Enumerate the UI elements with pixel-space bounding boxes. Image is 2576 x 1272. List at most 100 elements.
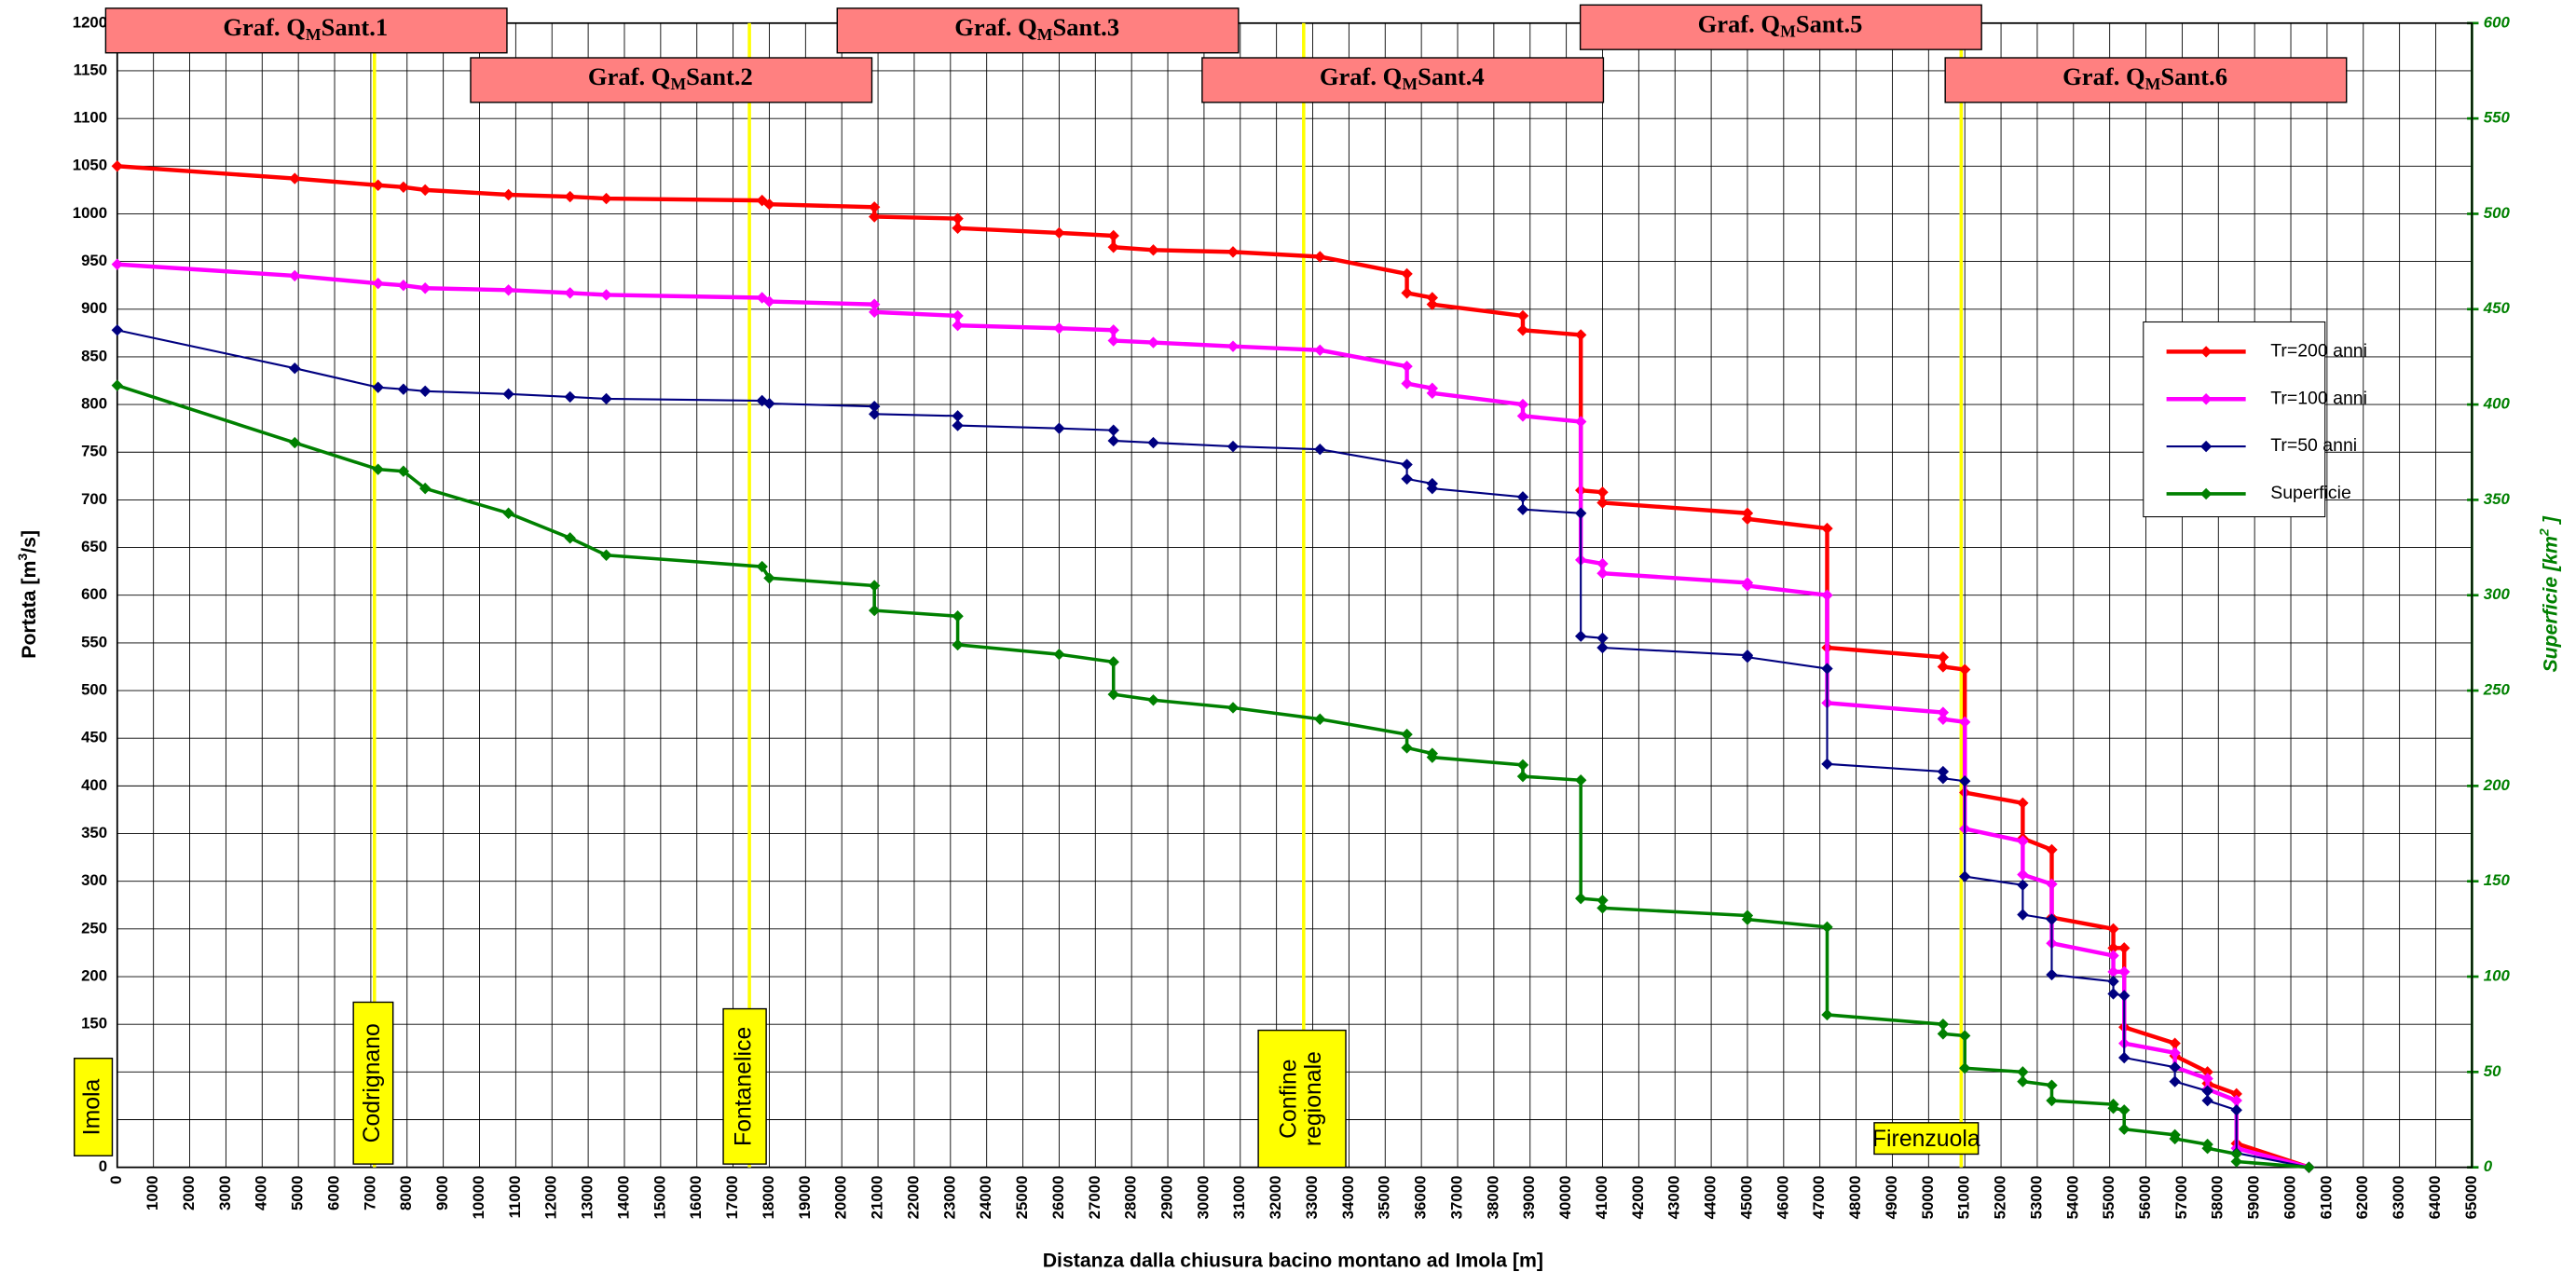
- graph-title-suffix: Sant.1: [322, 13, 389, 41]
- data-point: [1516, 770, 1529, 783]
- data-point: [1226, 440, 1240, 453]
- y-tick-label: 300: [81, 871, 107, 889]
- data-point: [418, 282, 432, 294]
- legend-label: Tr=100 anni: [2270, 388, 2367, 408]
- data-point: [756, 560, 768, 573]
- y2-tick-label: 500: [2484, 204, 2511, 222]
- x-tick-label: 16000: [687, 1176, 705, 1220]
- x-tick-label: 53000: [2027, 1176, 2045, 1220]
- x-tick-label: 3000: [216, 1176, 234, 1210]
- x-tick-label: 31000: [1230, 1176, 1248, 1220]
- data-point: [502, 388, 514, 401]
- place-label: Codrignano: [360, 1023, 385, 1142]
- data-point: [1516, 491, 1529, 503]
- data-point: [600, 192, 612, 205]
- x-tick-label: 17000: [723, 1176, 741, 1220]
- data-point: [1226, 340, 1240, 352]
- data-point: [418, 385, 432, 397]
- x-tick-label: 42000: [1629, 1176, 1647, 1220]
- y2-tick-label: 200: [2483, 776, 2511, 794]
- y2-title-sup: 2: [2537, 528, 2552, 537]
- data-point: [2017, 909, 2029, 921]
- graph-title-prefix: Graf. Q: [954, 13, 1037, 41]
- data-point: [1516, 398, 1529, 411]
- graph-title-suffix: Sant.5: [1796, 9, 1863, 37]
- data-point: [1147, 244, 1159, 256]
- x-tick-label: 1000: [144, 1176, 161, 1210]
- data-point: [1741, 651, 1754, 663]
- data-point: [111, 324, 123, 336]
- x-tick-label: 44000: [1702, 1176, 1720, 1220]
- legend-label: Superficie: [2270, 483, 2351, 503]
- data-point: [1147, 694, 1159, 706]
- place-label: regionale: [1301, 1051, 1326, 1146]
- x-tick-label: 36000: [1412, 1176, 1430, 1220]
- data-point: [418, 184, 432, 197]
- x-tick-label: 18000: [760, 1176, 777, 1220]
- x-tick-label: 39000: [1520, 1176, 1538, 1220]
- data-point: [1516, 410, 1529, 422]
- data-point: [1596, 902, 1609, 914]
- y-tick-label: 150: [81, 1015, 107, 1033]
- place-box: [352, 1001, 394, 1165]
- x-tick-label: 55000: [2100, 1176, 2117, 1220]
- x-tick-label: 5000: [289, 1176, 307, 1210]
- data-point: [1426, 292, 1438, 304]
- y-tick-label: 550: [81, 633, 107, 650]
- legend-label: Tr=200 anni: [2270, 341, 2367, 362]
- x-tick-label: 0: [107, 1176, 125, 1184]
- x-tick-label: 25000: [1013, 1176, 1031, 1220]
- data-point: [1426, 482, 1438, 495]
- y-tick-label: 750: [81, 443, 107, 460]
- y-tick-label: 200: [81, 966, 107, 984]
- x-tick-label: 29000: [1158, 1176, 1175, 1220]
- x-tick-label: 24000: [977, 1176, 994, 1220]
- graph-title: Graf. QMSant.4: [1320, 62, 1485, 93]
- y-tick-label: 1150: [74, 61, 108, 78]
- data-point: [111, 258, 123, 270]
- data-point: [763, 397, 775, 410]
- y-tick-label: 1200: [73, 13, 107, 31]
- data-point: [2017, 797, 2029, 809]
- place-label: Confine: [1276, 1059, 1301, 1138]
- data-point: [502, 188, 514, 201]
- data-point: [1107, 229, 1119, 242]
- data-point: [1574, 630, 1587, 642]
- x-tick-label: 64000: [2426, 1176, 2444, 1220]
- x-tick-label: 52000: [1992, 1176, 2009, 1220]
- x-tick-label: 56000: [2136, 1176, 2154, 1220]
- x-tick-label: 23000: [940, 1176, 958, 1220]
- data-point: [1596, 568, 1609, 580]
- data-point: [564, 190, 576, 203]
- graph-title-sub: M: [306, 25, 322, 44]
- data-point: [763, 295, 775, 308]
- data-point: [600, 549, 612, 561]
- x-tick-label: 9000: [433, 1176, 451, 1210]
- data-point: [1574, 416, 1587, 428]
- data-point: [1821, 921, 1833, 934]
- data-point: [2017, 835, 2029, 847]
- x-axis-title: Distanza dalla chiusura bacino montano a…: [1043, 1249, 1543, 1271]
- graph-title-prefix: Graf. Q: [2062, 62, 2145, 90]
- data-point: [1516, 324, 1529, 336]
- x-tick-label: 19000: [796, 1176, 814, 1220]
- data-point: [1107, 688, 1119, 701]
- data-point: [2017, 879, 2029, 891]
- x-tick-label: 4000: [253, 1176, 270, 1210]
- place-box: [1257, 1029, 1347, 1169]
- graph-title-sub: M: [1780, 22, 1796, 41]
- data-point: [502, 507, 514, 519]
- x-tick-label: 12000: [542, 1176, 560, 1220]
- data-point: [868, 408, 881, 420]
- graph-title-prefix: Graf. Q: [1698, 9, 1781, 37]
- data-point: [1741, 580, 1754, 592]
- place-box: [722, 1007, 767, 1165]
- x-tick-label: 35000: [1376, 1176, 1393, 1220]
- y-tick-label: 400: [81, 776, 107, 794]
- graph-title-sub: M: [1037, 25, 1053, 44]
- y-tick-label: 700: [81, 490, 107, 508]
- x-tick-label: 43000: [1665, 1176, 1683, 1220]
- graph-title-suffix: Sant.4: [1418, 62, 1485, 90]
- data-point: [1426, 751, 1438, 763]
- y2-tick-label: 150: [2484, 871, 2511, 889]
